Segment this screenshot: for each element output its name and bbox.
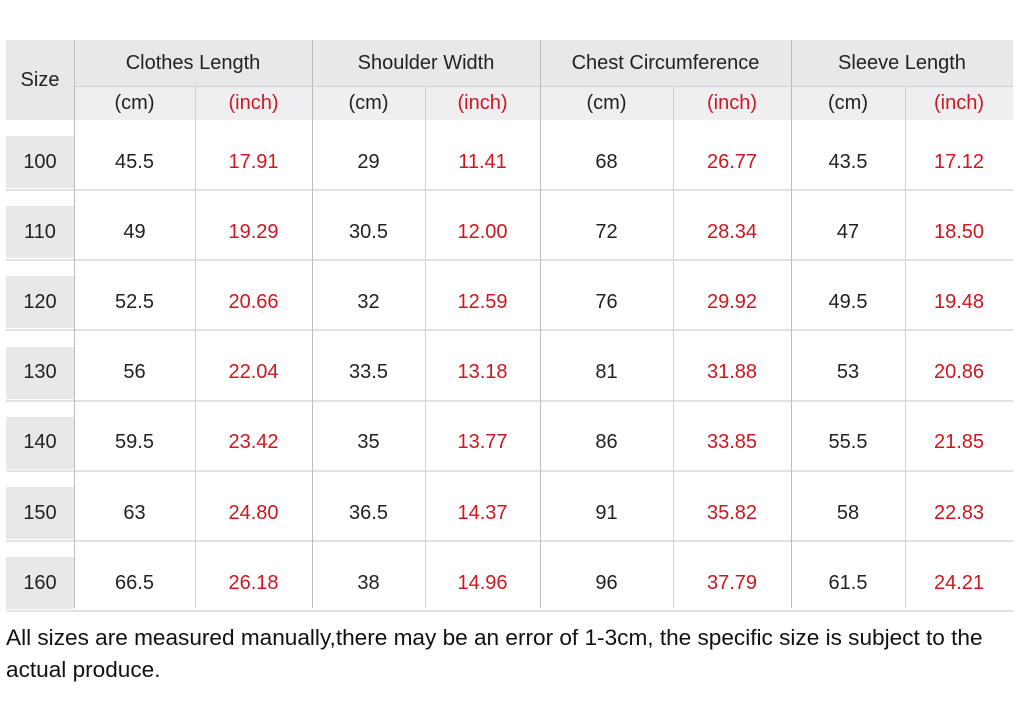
cell: 49.5 [828, 290, 868, 313]
column-header: Sleeve Length [791, 40, 1013, 86]
cell: 11.41 [458, 150, 507, 173]
cell: 33.5 [349, 361, 388, 384]
cell: 24.21 [933, 571, 985, 594]
cell: 36.5 [349, 501, 388, 524]
size-cell: 100 [6, 136, 74, 188]
cell: 31.88 [706, 361, 758, 384]
row-divider [6, 329, 1013, 332]
cell: 47 [836, 220, 860, 243]
row-divider [6, 469, 1013, 472]
cell: 68 [595, 150, 618, 173]
column-divider [540, 40, 541, 608]
column-divider [312, 40, 313, 608]
cell: 86 [595, 431, 618, 454]
cell: 81 [595, 361, 618, 384]
cell: 20.86 [933, 361, 985, 384]
cell: 45.5 [115, 150, 154, 173]
cell: 72 [595, 220, 618, 243]
cell: 30.5 [349, 220, 388, 243]
size-cell: 160 [6, 557, 74, 610]
note: All sizes are measured manually,there ma… [6, 625, 983, 682]
cell: 29 [357, 150, 380, 173]
cell: 35 [357, 431, 380, 454]
cell: 21.85 [933, 431, 985, 454]
cell: 28.34 [706, 220, 758, 243]
cell: 66.5 [115, 571, 154, 594]
cell: 91 [595, 501, 618, 524]
cell: 63 [123, 501, 146, 524]
row-divider [6, 399, 1013, 402]
cell: 43.5 [828, 150, 868, 173]
cell: 26.18 [228, 571, 279, 594]
cell: 61.5 [828, 571, 868, 594]
unit-header: (cm) [540, 86, 673, 120]
size-cell: 110 [6, 206, 74, 259]
cell: 37.79 [706, 571, 758, 594]
column-divider [673, 86, 674, 608]
cell: 58 [836, 501, 860, 524]
cell: 23.42 [228, 431, 279, 454]
unit-header: (inch) [905, 86, 1013, 120]
column-header: Clothes Length [74, 40, 312, 86]
cell: 59.5 [115, 431, 154, 454]
unit-header: (cm) [312, 86, 425, 120]
column-divider [791, 40, 792, 608]
size-cell: 120 [6, 276, 74, 329]
cell: 29.92 [706, 290, 758, 313]
column-divider [905, 86, 906, 608]
cell: 19.29 [228, 220, 279, 243]
size-cell: 140 [6, 416, 74, 469]
cell: 76 [595, 290, 618, 313]
unit-header: (inch) [195, 86, 312, 120]
cell: 18.50 [933, 220, 985, 243]
cell: 38 [357, 571, 380, 594]
cell: 14.96 [457, 571, 508, 594]
cell: 22.83 [933, 501, 985, 524]
cell: 12.00 [457, 220, 508, 243]
cell: 17.91 [228, 150, 279, 173]
unit-header: (inch) [425, 86, 540, 120]
column-header: Chest Circumference [540, 40, 791, 86]
cell: 12.59 [457, 290, 508, 313]
unit-header: (cm) [74, 86, 195, 120]
column-divider [425, 86, 426, 608]
cell: 49 [123, 220, 146, 243]
column-divider [195, 86, 196, 608]
cell: 35.82 [706, 501, 758, 524]
column-divider [74, 40, 75, 608]
row-divider [6, 540, 1013, 542]
size-header: Size [6, 40, 74, 120]
column-header: Shoulder Width [312, 40, 540, 86]
cell: 22.04 [228, 361, 279, 384]
cell: 33.85 [706, 431, 758, 454]
unit-header: (cm) [791, 86, 905, 120]
row-divider [6, 610, 1013, 613]
cell: 13.77 [457, 431, 508, 454]
cell: 52.5 [115, 290, 154, 313]
cell: 24.80 [228, 501, 279, 524]
cell: 56 [123, 361, 146, 384]
cell: 32 [357, 290, 380, 313]
size-cell: 150 [6, 487, 74, 539]
cell: 20.66 [228, 290, 279, 313]
cell: 13.18 [457, 361, 508, 384]
cell: 53 [836, 361, 860, 384]
header-divider [74, 86, 1013, 87]
cell: 17.12 [933, 150, 985, 173]
size-cell: 130 [6, 346, 74, 399]
cell: 14.37 [457, 501, 508, 524]
row-divider [6, 259, 1013, 262]
cell: 19.48 [933, 290, 985, 313]
cell: 55.5 [828, 431, 868, 454]
cell: 96 [595, 571, 618, 594]
cell: 26.77 [706, 150, 758, 173]
row-divider [6, 189, 1013, 191]
unit-header: (inch) [673, 86, 791, 120]
